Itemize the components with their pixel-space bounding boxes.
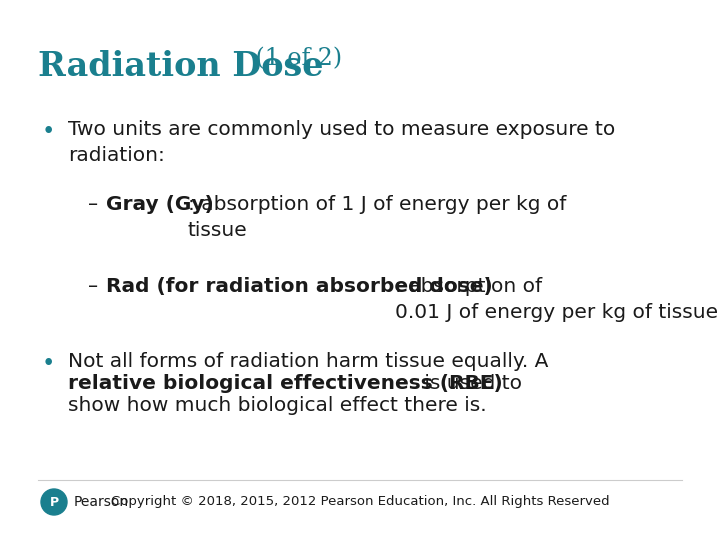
Text: –: –	[88, 195, 98, 214]
Text: show how much biological effect there is.: show how much biological effect there is…	[68, 396, 487, 415]
Text: (1 of 2): (1 of 2)	[248, 47, 342, 70]
Text: Radiation Dose: Radiation Dose	[38, 50, 323, 83]
Text: Copyright © 2018, 2015, 2012 Pearson Education, Inc. All Rights Reserved: Copyright © 2018, 2015, 2012 Pearson Edu…	[111, 496, 609, 509]
Text: •: •	[42, 352, 55, 375]
Text: Two units are commonly used to measure exposure to
radiation:: Two units are commonly used to measure e…	[68, 120, 616, 165]
Text: : absorption of 1 J of energy per kg of
tissue: : absorption of 1 J of energy per kg of …	[188, 195, 567, 240]
Text: P: P	[50, 496, 58, 509]
Text: •: •	[42, 120, 55, 143]
Text: is used to: is used to	[418, 374, 522, 393]
Text: –: –	[88, 277, 98, 296]
Text: Rad (for radiation absorbed dose): Rad (for radiation absorbed dose)	[106, 277, 492, 296]
Text: relative biological effectiveness (RBE): relative biological effectiveness (RBE)	[68, 374, 503, 393]
Circle shape	[41, 489, 67, 515]
Text: Pearson: Pearson	[74, 495, 129, 509]
Text: Gray (Gy): Gray (Gy)	[106, 195, 214, 214]
Text: : absorption of
0.01 J of energy per kg of tissue (100 rad = 1 Gy): : absorption of 0.01 J of energy per kg …	[395, 277, 720, 322]
Text: Not all forms of radiation harm tissue equally. A: Not all forms of radiation harm tissue e…	[68, 352, 549, 371]
